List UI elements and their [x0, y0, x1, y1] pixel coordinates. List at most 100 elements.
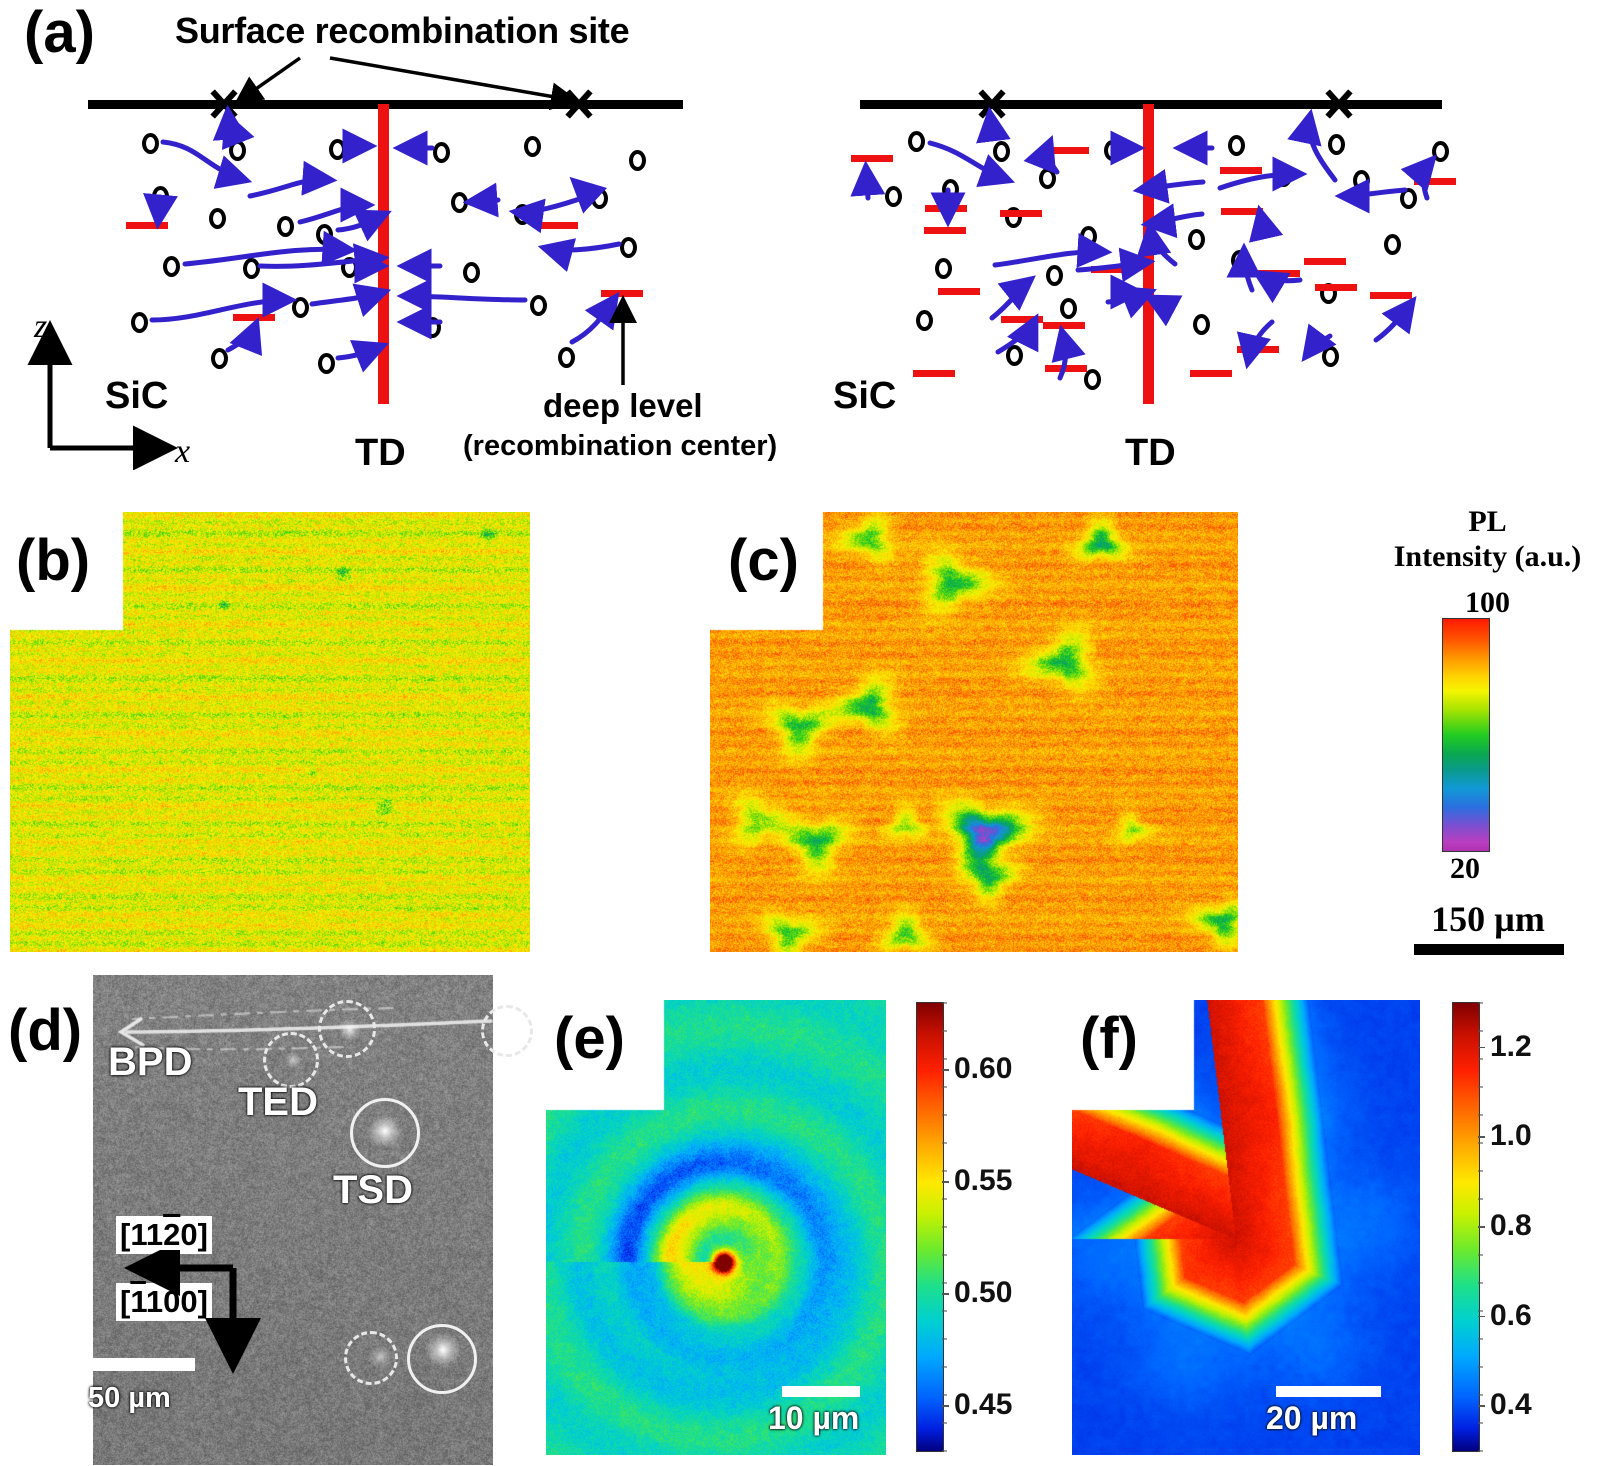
carrier: [163, 256, 180, 277]
deep-level-mark: [1220, 167, 1262, 174]
carrier: [1046, 265, 1063, 286]
pl-legend-title-line2: Intensity (a.u.): [1393, 539, 1582, 573]
carrier: [463, 262, 480, 283]
carrier: [142, 133, 159, 154]
panel-f-tag: (f): [1074, 1008, 1144, 1074]
colorbar-minor-tick: [1478, 1450, 1483, 1452]
pl-legend-title-line1: PL: [1468, 505, 1507, 538]
pl-legend-max-label: 100: [1465, 586, 1510, 619]
bpd-label: BPD: [108, 1040, 193, 1084]
colorbar-minor-tick: [1478, 1394, 1483, 1396]
colorbar-minor-tick: [1478, 1226, 1483, 1228]
colorbar-minor-tick: [1478, 1030, 1483, 1032]
colorbar-minor-tick: [1478, 1170, 1483, 1172]
carrier: [1084, 369, 1101, 390]
colorbar-minor-tick: [942, 1394, 947, 1396]
carrier: [530, 295, 547, 316]
ted-circle-marker: [344, 1331, 398, 1385]
colorbar-tick-label: 0.4: [1490, 1388, 1532, 1422]
carrier: [1384, 234, 1401, 255]
carrier: [524, 136, 541, 157]
colorbar-minor-tick: [942, 1282, 947, 1284]
dir1-bar: 2: [163, 1217, 181, 1252]
colorbar-minor-tick: [1478, 1086, 1483, 1088]
panel-d-scalebar: [85, 1358, 195, 1371]
colorbar-minor-tick: [1478, 1422, 1483, 1424]
colorbar-minor-tick: [942, 1366, 947, 1368]
colorbar-tick: [1478, 1136, 1485, 1138]
deep-level-pointer-arrow: [609, 295, 637, 385]
colorbar-minor-tick: [1478, 1142, 1483, 1144]
deep-level-mark: [1190, 370, 1232, 377]
carrier: [935, 258, 952, 279]
tsd-circle-marker: [350, 1098, 420, 1168]
carrier: [277, 216, 294, 237]
carrier: [1060, 298, 1077, 319]
colorbar-tick-label: 0.50: [954, 1276, 1013, 1310]
panel-d-scalebar-label: 50 µm: [88, 1382, 171, 1414]
carrier: [1193, 314, 1210, 335]
td-label-left: TD: [355, 432, 406, 474]
carrier: [318, 353, 335, 374]
panel-c-tag: (c): [722, 530, 805, 596]
pl-scalebar: [1414, 944, 1564, 955]
colorbar-tick-label: 0.45: [954, 1388, 1013, 1422]
surface-recombination-site-label: Surface recombination site: [175, 10, 630, 51]
dir1-pre: [11: [120, 1217, 164, 1252]
tsd-label: TSD: [333, 1168, 413, 1212]
sic-label-right: SiC: [833, 375, 897, 417]
carrier: [209, 208, 226, 229]
colorbar-minor-tick: [1478, 1310, 1483, 1312]
colorbar-minor-tick: [942, 1254, 947, 1256]
panel-f-scalebar-label: 20 µm: [1266, 1400, 1358, 1436]
panel-b-pl-map: [10, 512, 530, 952]
colorbar-minor-tick: [942, 1450, 947, 1452]
colorbar-minor-tick: [1478, 1282, 1483, 1284]
ted-label: TED: [238, 1080, 318, 1124]
deep-level-mark: [1221, 208, 1263, 215]
colorbar-minor-tick: [942, 1226, 947, 1228]
colorbar-tick: [942, 1181, 949, 1183]
colorbar-minor-tick: [1478, 1338, 1483, 1340]
deep-level-sublabel: (recombination center): [463, 430, 778, 462]
panel-a-schematic: (a) Surface recombination site SiC TD: [0, 0, 1600, 485]
deep-level-mark: [1000, 210, 1042, 217]
deep-level-mark: [1047, 147, 1089, 154]
carrier: [885, 186, 902, 207]
pl-legend-min-label: 20: [1450, 852, 1480, 885]
ted-circle-marker: [263, 1032, 319, 1088]
pl-legend: PL Intensity (a.u.) 100: [1380, 505, 1595, 620]
direction-label-11-2bar-0: [1120]: [116, 1216, 212, 1254]
colorbar-minor-tick: [1478, 1366, 1483, 1368]
panel-e-tag: (e): [548, 1008, 631, 1074]
panel-f-lifetime-map: [1072, 1000, 1420, 1455]
carrier-trajectories-right: [850, 106, 1437, 381]
td-label-right: TD: [1125, 432, 1176, 474]
colorbar-minor-tick: [1478, 1058, 1483, 1060]
deep-level-mark: [924, 227, 966, 234]
deep-level-mark: [536, 222, 578, 229]
colorbar-tick-label: 0.8: [1490, 1209, 1532, 1242]
pl-scalebar-label: 150 µm: [1431, 899, 1545, 939]
panel-e-scalebar: [782, 1386, 860, 1397]
colorbar-tick-label: 1.2: [1490, 1029, 1532, 1063]
colorbar-minor-tick: [942, 1142, 947, 1144]
colorbar-minor-tick: [942, 1170, 947, 1172]
deep-level-mark: [851, 155, 893, 162]
colorbar-minor-tick: [942, 1198, 947, 1200]
colorbar-tick-label: 0.60: [954, 1052, 1013, 1086]
ted-circle-marker: [318, 1000, 376, 1058]
panel-d-tag: (d): [2, 1000, 89, 1066]
colorbar-minor-tick: [942, 1058, 947, 1060]
carrier: [243, 258, 260, 279]
panel-b-tag: (b): [10, 530, 97, 596]
carrier: [1328, 134, 1345, 155]
colorbar-tick-label: 1.0: [1490, 1119, 1532, 1153]
colorbar-minor-tick: [942, 1310, 947, 1312]
panel-e-scalebar-label: 10 µm: [768, 1400, 860, 1436]
colorbar-minor-tick: [942, 1114, 947, 1116]
colorbar-tick: [1478, 1405, 1485, 1407]
axis-label-z: z: [34, 308, 48, 345]
colorbar-tick: [1478, 1046, 1485, 1049]
